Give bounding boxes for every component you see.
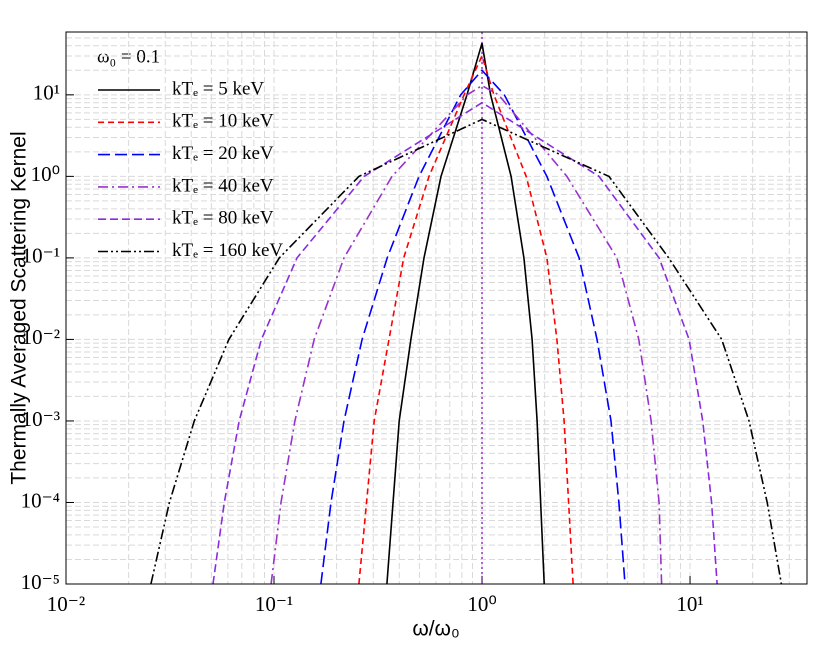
y-tick-label: 10⁻²: [22, 325, 60, 349]
legend-label: kTₑ = 160 keV: [172, 240, 283, 261]
y-tick-label: 10¹: [33, 81, 60, 105]
series-line: [320, 69, 626, 584]
x-tick-label: 10⁻¹: [255, 592, 293, 616]
y-tick-label: 10⁻⁵: [21, 570, 60, 594]
plot-frame: [65, 31, 808, 585]
x-tick-label: 10⁻²: [47, 592, 85, 616]
series-line: [358, 53, 574, 584]
x-tick-label: 10⁰: [467, 592, 496, 616]
legend-label: kTₑ = 20 keV: [172, 143, 274, 164]
legend-title: ω₀ = 0.1: [97, 46, 160, 67]
legend-label: kTₑ = 80 keV: [172, 208, 274, 229]
legend-label: kTₑ = 40 keV: [172, 175, 274, 196]
y-tick-label: 10⁰: [31, 162, 60, 186]
legend-label: kTₑ = 10 keV: [172, 111, 274, 132]
x-tick-label: 10¹: [676, 592, 703, 616]
y-axis-label: Thermally Averaged Scattering Kernel: [8, 131, 31, 484]
x-axis-label: ω/ω₀: [412, 618, 459, 641]
series-line: [150, 118, 783, 584]
y-tick-label: 10⁻⁴: [21, 488, 60, 512]
series-line: [386, 42, 545, 584]
legend-label: kTₑ = 5 keV: [172, 78, 264, 99]
y-tick-label: 10⁻¹: [22, 244, 60, 268]
y-tick-label: 10⁻³: [22, 407, 60, 431]
series-line: [212, 101, 718, 584]
